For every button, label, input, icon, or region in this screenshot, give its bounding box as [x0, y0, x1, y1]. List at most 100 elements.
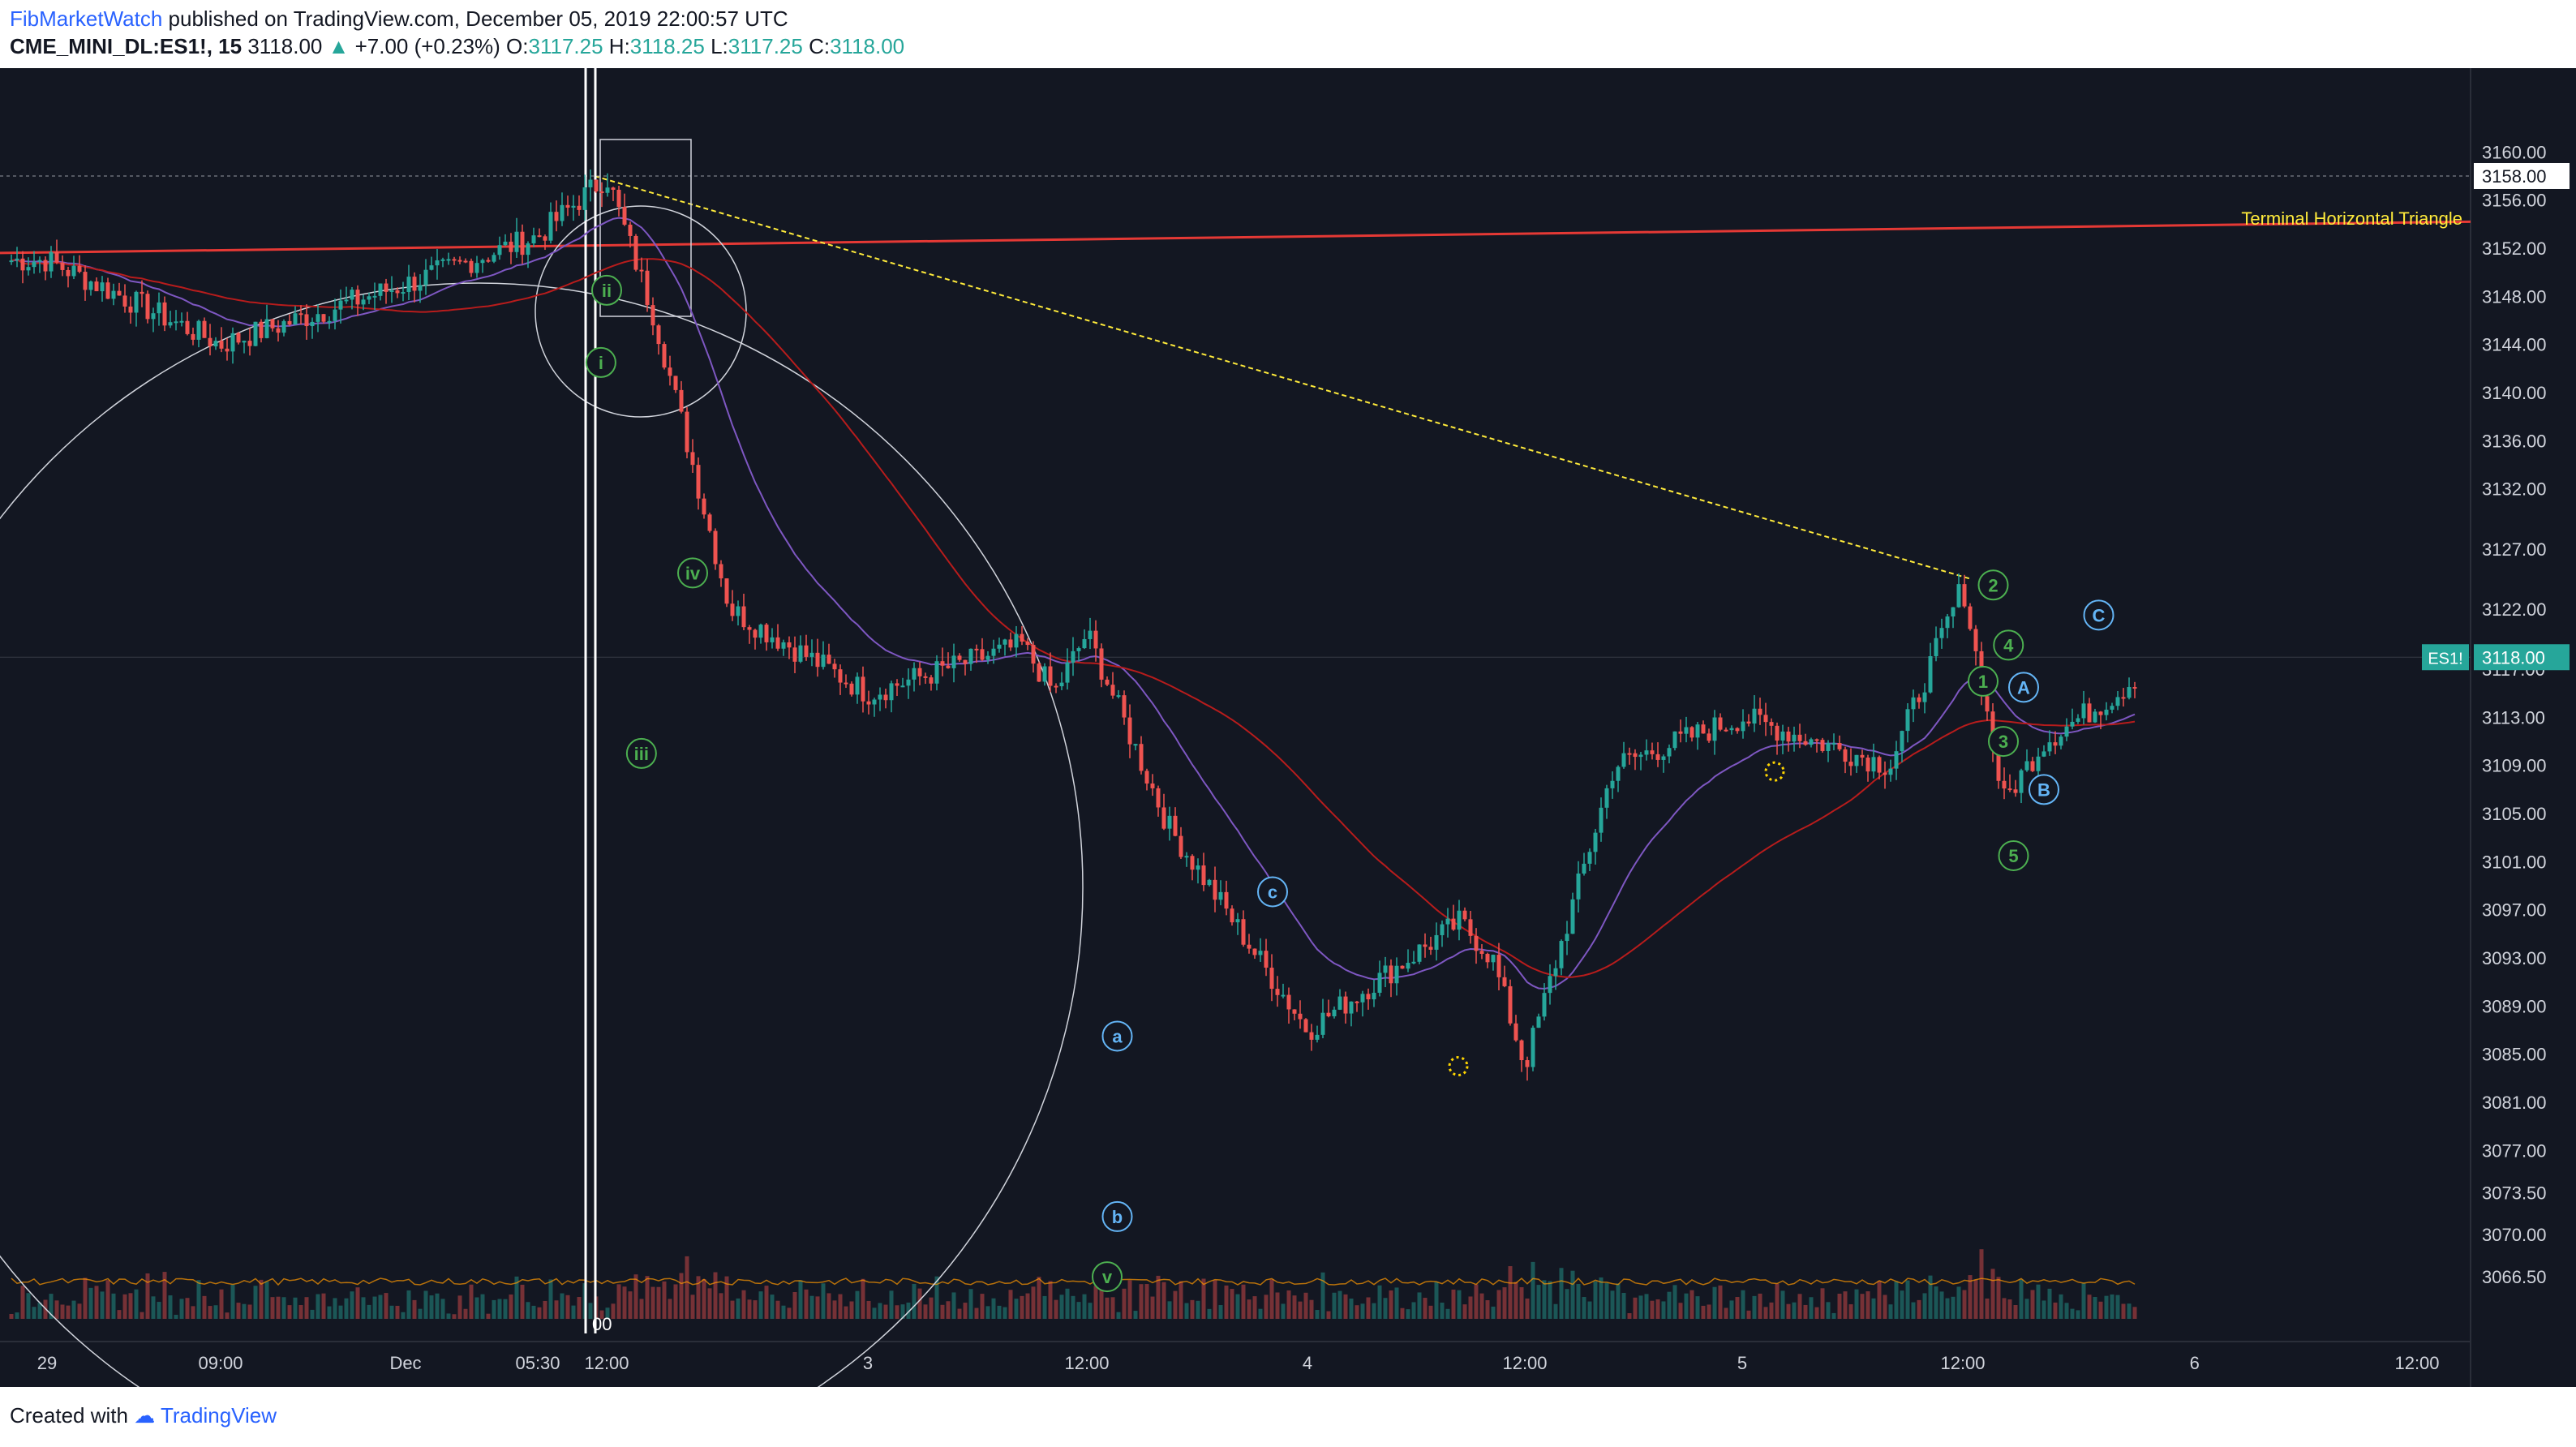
volume-bar [1945, 1298, 1950, 1319]
candle-body [202, 320, 207, 338]
candle-body [2081, 703, 2086, 719]
candle-body [1156, 788, 1161, 808]
time-tick-label: 6 [2190, 1353, 2200, 1373]
volume-bar [1031, 1286, 1036, 1319]
candle-body [1462, 910, 1467, 920]
candle-body [560, 204, 565, 221]
price-tick-label: 3113.00 [2482, 707, 2545, 728]
volume-bar [350, 1291, 354, 1319]
candle-body [951, 655, 956, 668]
candle-body [2070, 721, 2075, 727]
volume-bar [213, 1305, 218, 1319]
price-tick-label: 3127.00 [2482, 539, 2547, 560]
volume-bar [1780, 1290, 1785, 1319]
candle-body [1553, 968, 1558, 977]
volume-bar [1650, 1300, 1655, 1319]
candle-body [1054, 685, 1058, 688]
chart-background [0, 68, 2576, 1387]
candle-body [2110, 706, 2114, 710]
volume-bar [2087, 1295, 2092, 1319]
volume-bar [1508, 1266, 1513, 1319]
volume-bar [554, 1300, 559, 1319]
volume-bar [1059, 1295, 1064, 1319]
candle-body [316, 314, 320, 322]
volume-bar [1252, 1296, 1257, 1319]
volume-bar [741, 1290, 746, 1319]
volume-bar [1519, 1286, 1524, 1319]
candle-body [1093, 630, 1098, 649]
volume-bar [730, 1300, 735, 1319]
price-axis[interactable]: 3160.00 3156.00 3152.00 3148.00 3144.00 3140.… [2422, 142, 2570, 1287]
author-link[interactable]: FibMarketWatch [10, 6, 163, 31]
wave-label-circle [625, 737, 657, 769]
candle-body [1627, 753, 1632, 755]
volume-bar [497, 1299, 502, 1319]
candle-body [236, 333, 241, 343]
volume-bar [747, 1299, 752, 1319]
candle-body [844, 682, 848, 685]
volume-bar [327, 1306, 332, 1319]
time-tick-label: 4 [1303, 1353, 1312, 1373]
volume-bar [384, 1293, 389, 1319]
wave-label-text: A [2017, 677, 2030, 698]
volume-bar [1559, 1268, 1564, 1319]
volume-bar [1968, 1275, 1973, 1319]
candle-body [429, 265, 434, 270]
candle-body [457, 260, 462, 262]
tradingview-link[interactable]: TradingView [160, 1403, 277, 1428]
volume-bar [1644, 1294, 1649, 1319]
candle-body [247, 341, 252, 346]
volume-bar [304, 1297, 309, 1319]
candle-body [2024, 761, 2029, 771]
candle-body [1848, 762, 1853, 766]
volume-bar [1360, 1303, 1365, 1319]
volume-bar [821, 1283, 826, 1319]
volume-bar [71, 1300, 76, 1319]
candle-body [1275, 989, 1280, 995]
volume-bar [605, 1307, 610, 1319]
candle-body [1468, 919, 1473, 936]
candle-body [1565, 934, 1569, 942]
candle-body [1269, 968, 1274, 990]
time-tick-label: 12:00 [584, 1353, 629, 1373]
wave-label-1: 1 [1968, 665, 1999, 697]
candle-body [1076, 648, 1081, 651]
candle-body [293, 313, 298, 325]
up-arrow-icon: ▲ [328, 34, 350, 58]
candle-body [1372, 992, 1376, 1000]
candle-body [1082, 638, 1087, 649]
volume-bar [1786, 1303, 1791, 1319]
price-tick-label: 3077.00 [2482, 1140, 2547, 1161]
volume-bar [20, 1286, 25, 1319]
volume-bar [83, 1277, 88, 1319]
volume-bar [1343, 1294, 1348, 1319]
candle-body [1820, 740, 1825, 751]
volume-bar [2002, 1298, 2007, 1319]
candle-body [1775, 725, 1780, 741]
candle-body [1797, 734, 1802, 741]
volume-bar [1746, 1310, 1751, 1319]
volume-bar [37, 1303, 42, 1319]
time-axis[interactable]: 29 09:00 Dec 05:30 12:00 3 12:00 4 12:00 5 12:00 6 1… [37, 1353, 2440, 1373]
volume-bar [1877, 1281, 1882, 1319]
volume-bar [105, 1280, 110, 1319]
volume-bar [247, 1304, 252, 1319]
candle-body [185, 320, 190, 334]
volume-bar [690, 1295, 695, 1319]
candle-body [1996, 749, 2001, 781]
volume-bar [1655, 1299, 1660, 1319]
price-tick-label: 3081.00 [2482, 1093, 2547, 1113]
volume-bar [174, 1315, 178, 1319]
volume-bar [1684, 1293, 1689, 1319]
volume-bar [395, 1305, 400, 1319]
candle-body [1508, 985, 1513, 1024]
candle-body [395, 290, 400, 294]
candle-body [1122, 695, 1127, 718]
candle-body [946, 665, 951, 668]
candle-body [582, 187, 587, 210]
volume-bar [281, 1297, 286, 1319]
volume-bar [985, 1306, 990, 1319]
symbol-title[interactable]: CME_MINI_DL:ES1!, 15 [10, 34, 243, 58]
candle-body [866, 701, 871, 705]
